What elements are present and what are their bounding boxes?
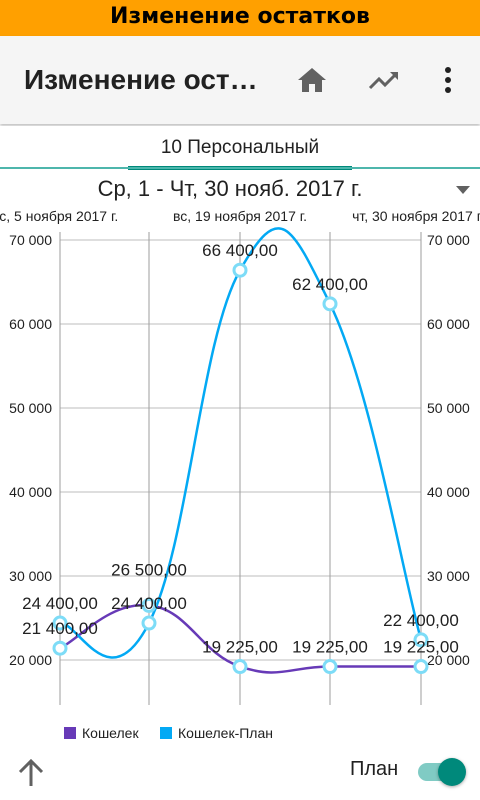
data-point <box>232 659 248 675</box>
balance-chart: 20 000 20 000 30 000 30 000 40 000 40 000 50 0… <box>0 208 480 740</box>
data-label: 66 400,00 <box>202 241 278 260</box>
y-tick-label-right: 40 000 <box>427 484 470 500</box>
data-label: 19 225,00 <box>292 638 368 657</box>
y-tick-label-left: 20 000 <box>9 652 52 668</box>
y-tick-label-left: 50 000 <box>9 400 52 416</box>
data-label: 21 400,00 <box>22 619 98 638</box>
plan-label: План <box>350 758 399 780</box>
period-label: Ср, 1 - Чт, 30 нояб. 2017 г. <box>97 176 363 201</box>
data-point <box>232 262 248 278</box>
data-label: 62 400,00 <box>292 275 368 294</box>
data-label: 19 225,00 <box>202 638 278 657</box>
data-point <box>413 659 429 675</box>
home-icon[interactable] <box>290 58 334 102</box>
data-point <box>52 615 68 631</box>
y-tick-label-right: 30 000 <box>427 568 470 584</box>
x-tick-label: чт, 30 ноября 2017 г. <box>352 208 480 224</box>
x-tick-label: вс, 5 ноября 2017 г. <box>0 208 118 224</box>
tab-personal[interactable]: 10 Персональный <box>160 137 320 158</box>
data-label: 24 400,00 <box>22 594 98 613</box>
y-tick-label-left: 70 000 <box>9 232 52 248</box>
trending-up-icon[interactable] <box>362 58 406 102</box>
data-point <box>52 640 68 656</box>
toggle-thumb <box>438 758 466 786</box>
legend-swatch <box>64 727 76 739</box>
app-bar: Изменение ост… <box>0 36 480 124</box>
y-tick-label-left: 40 000 <box>9 484 52 500</box>
arrow-up-icon[interactable] <box>14 756 48 790</box>
data-point <box>322 659 338 675</box>
legend-swatch <box>160 727 172 739</box>
legend-label: Кошелек <box>82 725 139 740</box>
y-tick-label-right: 70 000 <box>427 232 470 248</box>
data-label: 24 400,00 <box>111 594 187 613</box>
plan-toggle[interactable] <box>416 758 468 786</box>
dropdown-arrow-icon[interactable] <box>456 186 470 194</box>
y-tick-label-right: 50 000 <box>427 400 470 416</box>
data-point <box>141 615 157 631</box>
data-point <box>413 632 429 648</box>
page-title: Изменение ост… <box>24 64 258 95</box>
y-tick-label-right: 60 000 <box>427 316 470 332</box>
data-label: 26 500,00 <box>111 560 187 579</box>
tab-divider <box>0 167 480 169</box>
data-label: 22 400,00 <box>383 611 459 630</box>
tab-bar: 10 Персональный <box>0 126 480 170</box>
x-tick-label: вс, 19 ноября 2017 г. <box>173 208 307 224</box>
y-tick-label-right: 20 000 <box>427 652 470 668</box>
period-selector[interactable]: Ср, 1 - Чт, 30 нояб. 2017 г. <box>0 176 480 206</box>
y-tick-label-left: 60 000 <box>9 316 52 332</box>
data-label: 19 225,00 <box>383 638 459 657</box>
y-tick-label-left: 30 000 <box>9 568 52 584</box>
data-point <box>141 597 157 613</box>
legend-label: Кошелек-План <box>178 725 273 740</box>
bottom-bar: План <box>0 740 480 800</box>
data-point <box>322 296 338 312</box>
window-title-banner: Изменение остатков <box>0 0 480 36</box>
more-vert-icon[interactable] <box>426 58 470 102</box>
